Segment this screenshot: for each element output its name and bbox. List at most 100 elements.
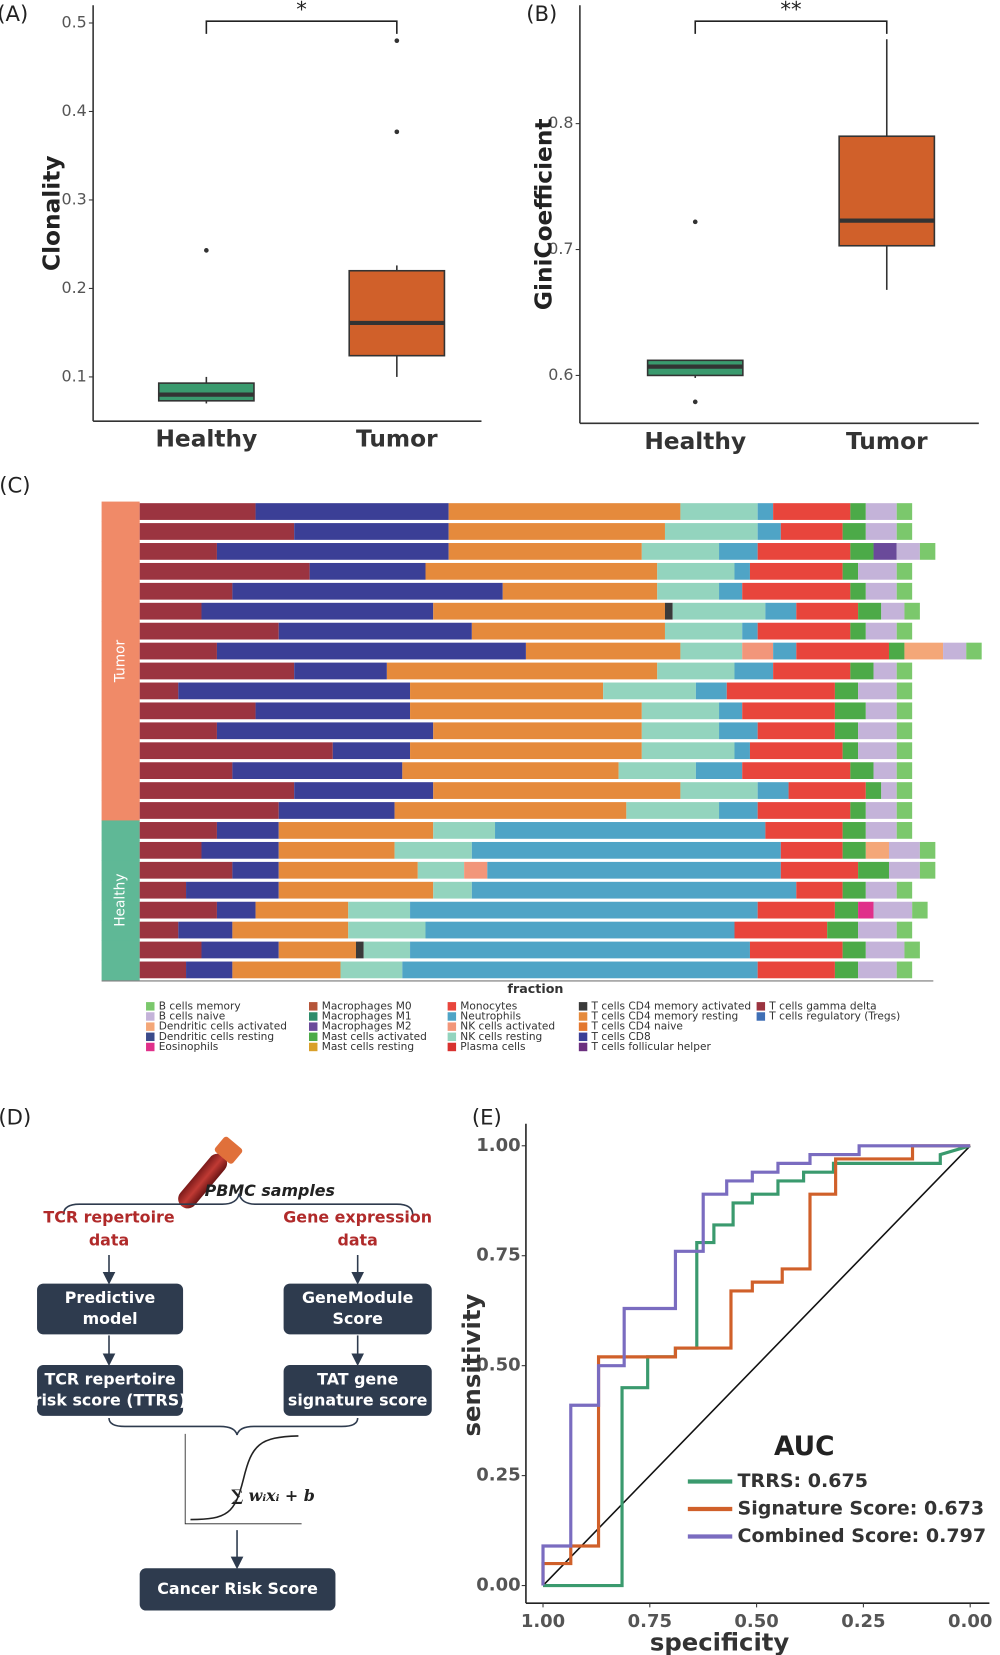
node-box <box>283 1365 432 1416</box>
input-label: data <box>89 1231 129 1250</box>
x-tick-label: 1.00 <box>521 1611 565 1632</box>
legend-label: Macrophages M2 <box>322 1021 412 1033</box>
bar-segment <box>139 662 295 680</box>
bar-segment <box>842 941 866 959</box>
brace <box>62 1193 414 1215</box>
bar-segment <box>865 582 897 600</box>
bar-segment <box>278 941 356 959</box>
group-strip <box>101 860 140 881</box>
bar-segment <box>734 742 750 760</box>
bar-segment <box>417 861 465 879</box>
significance: * <box>296 0 307 22</box>
sample-label: PBMC samples <box>205 1181 335 1200</box>
bar-segment <box>734 562 750 580</box>
bar-segment <box>757 523 781 540</box>
legend-label: Dendritic cells resting <box>159 1031 274 1043</box>
bar-segment <box>448 523 665 540</box>
bar-segment <box>865 802 897 819</box>
bar-segment <box>139 961 187 979</box>
bar-segment <box>850 622 866 640</box>
y-tick-label: 1.00 <box>476 1135 520 1156</box>
input-label: TCR repertoire <box>43 1207 174 1226</box>
bar-segment <box>502 582 658 600</box>
bar-segment <box>719 543 758 560</box>
outlier <box>394 38 400 44</box>
outlier <box>692 399 698 405</box>
legend-swatch <box>146 1002 155 1011</box>
bar-segment <box>216 543 449 560</box>
bar-segment <box>278 841 395 859</box>
group-strip <box>101 720 140 742</box>
bar-segment <box>201 841 279 859</box>
bar-segment <box>232 861 279 879</box>
group-strip <box>101 940 140 961</box>
panel-label: (E) <box>472 1105 502 1130</box>
bar-segment <box>402 762 619 779</box>
bar-segment <box>410 901 758 919</box>
bar-segment <box>448 503 681 520</box>
group-strip <box>101 840 140 861</box>
bar-segment <box>340 961 403 979</box>
x-tick-label: Healthy <box>644 428 746 455</box>
bar-segment <box>495 822 766 839</box>
legend-swatch <box>308 1002 318 1011</box>
bar-segment <box>896 881 913 899</box>
y-axis-label: Clonality <box>38 155 65 271</box>
bar-segment <box>657 582 720 600</box>
bar-segment <box>773 662 851 680</box>
bar-segment <box>139 861 233 879</box>
legend-swatch <box>578 1012 588 1021</box>
panel-label: (A) <box>0 1 28 26</box>
bar-segment <box>641 722 720 740</box>
bar-segment <box>912 901 928 919</box>
legend-label: NK cells activated <box>460 1021 555 1033</box>
bar-segment <box>896 722 913 740</box>
bar-segment <box>255 901 349 919</box>
bar-segment <box>216 722 434 740</box>
bar-segment <box>757 782 789 799</box>
legend-swatch <box>578 1022 588 1031</box>
bar-segment <box>664 602 673 620</box>
bar-segment <box>850 802 866 819</box>
bar-segment <box>858 602 882 620</box>
legend-label: T cells follicular helper <box>591 1041 712 1053</box>
formula: ∑ wᵢxᵢ + b <box>231 1486 315 1505</box>
bar-segment <box>139 702 256 720</box>
bar-segment <box>394 841 472 859</box>
bar-segment <box>896 961 913 979</box>
group-strip <box>101 641 140 662</box>
bar-segment <box>433 602 665 620</box>
x-tick-label: 0.75 <box>628 1611 672 1632</box>
bar-segment <box>773 642 797 660</box>
outlier <box>394 129 400 135</box>
bar-segment <box>742 762 851 779</box>
bar-segment <box>834 702 866 720</box>
group-strip <box>101 800 140 821</box>
y-tick-label: 0.1 <box>62 366 87 385</box>
bar-segment <box>873 762 897 779</box>
bar-segment <box>139 543 217 560</box>
legend-swatch <box>578 1042 588 1052</box>
bar-segment <box>780 861 859 879</box>
bar-segment <box>896 762 913 779</box>
bar-segment <box>896 802 913 819</box>
bar-segment <box>881 782 897 799</box>
group-label: Tumor <box>113 639 129 683</box>
legend-swatch <box>447 1002 457 1011</box>
bar-segment <box>896 503 913 520</box>
bar-segment <box>842 881 866 899</box>
legend-label: T cells CD8 <box>591 1031 651 1043</box>
legend-swatch <box>447 1012 457 1021</box>
bar-segment <box>858 921 897 939</box>
bar-segment <box>139 682 179 700</box>
legend-swatch <box>447 1022 457 1031</box>
blood-tube-icon <box>178 1136 243 1209</box>
bar-segment <box>842 523 866 540</box>
bar-segment <box>618 762 696 779</box>
bar-segment <box>487 861 781 879</box>
bar-segment <box>680 782 758 799</box>
bar-segment <box>139 742 333 760</box>
bar-segment <box>201 602 434 620</box>
